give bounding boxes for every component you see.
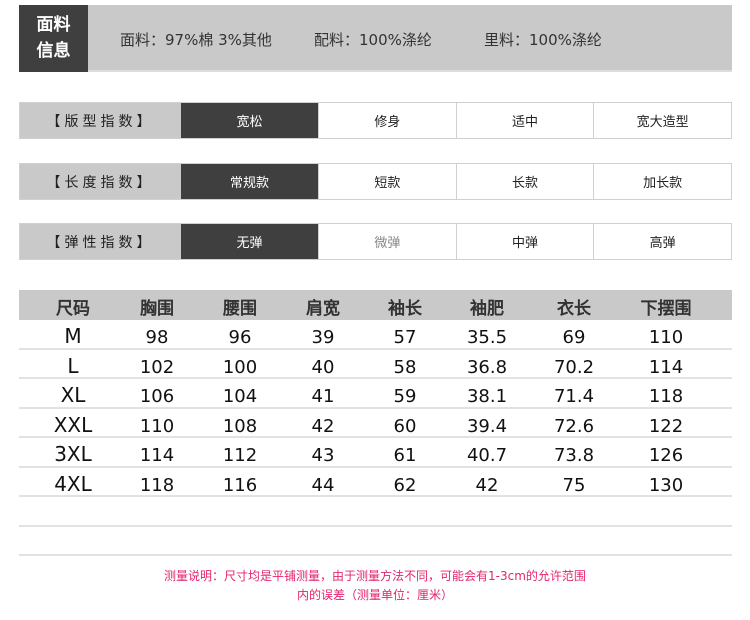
column-header: 胸围 bbox=[140, 299, 174, 319]
table-cell: 122 bbox=[648, 415, 684, 437]
table-cell: 130 bbox=[648, 474, 684, 496]
fabric-main: 面料：97%棉 3%其他 bbox=[120, 31, 272, 49]
table-cell: 73.8 bbox=[553, 445, 595, 466]
index-row: 【弹性指数】 无弹 微弹 中弹 高弹 bbox=[19, 223, 732, 260]
table-cell: 36.8 bbox=[466, 356, 508, 378]
index-row: 【长度指数】 常规款 短款 长款 加长款 bbox=[19, 163, 732, 200]
table-cell: 42 bbox=[311, 415, 335, 437]
table-cell: 70.2 bbox=[553, 356, 595, 378]
fabric-lining: 里料：100%涤纶 bbox=[484, 31, 602, 49]
table-cell: 110 bbox=[139, 415, 175, 437]
measurement-note-line2: 内的误差（测量单位：厘米） bbox=[296, 588, 453, 602]
column-header: 袖长 bbox=[388, 299, 422, 319]
table-cell: 100 bbox=[222, 356, 258, 378]
table-cell: 42 bbox=[475, 474, 499, 496]
index-option: 适中 bbox=[455, 103, 594, 138]
table-cell: 3XL bbox=[54, 442, 92, 466]
table-cell: 41 bbox=[311, 386, 335, 407]
table-row: L 102 100 40 58 36.8 70.2 114 bbox=[19, 350, 732, 379]
column-header: 腰围 bbox=[223, 299, 257, 319]
index-option: 宽大造型 bbox=[593, 103, 732, 138]
column-header: 肩宽 bbox=[306, 299, 340, 319]
table-cell: 44 bbox=[311, 474, 335, 496]
table-cell: 43 bbox=[311, 445, 335, 466]
table-cell: 40.7 bbox=[466, 445, 508, 466]
index-option: 宽松 bbox=[181, 103, 318, 138]
table-cell: 62 bbox=[393, 474, 417, 496]
table-cell: 40 bbox=[311, 356, 335, 378]
index-option: 短款 bbox=[318, 164, 456, 199]
column-header: 下摆围 bbox=[640, 299, 692, 319]
table-cell: M bbox=[64, 324, 82, 348]
table-cell: 118 bbox=[648, 386, 684, 407]
table-cell: 72.6 bbox=[553, 415, 595, 437]
column-header: 尺码 bbox=[56, 299, 90, 319]
index-label: 【版型指数】 bbox=[20, 103, 181, 138]
measurement-note-line1: 测量说明：尺寸均是平铺测量，由于测量方法不同，可能会有1-3cm的允许范围 bbox=[164, 569, 586, 583]
table-row: 3XL 114 112 43 61 40.7 73.8 126 bbox=[19, 438, 732, 468]
table-cell: 112 bbox=[222, 445, 258, 466]
table-cell: L bbox=[67, 353, 79, 378]
table-cell: 58 bbox=[393, 356, 417, 378]
table-cell: 59 bbox=[393, 386, 417, 407]
fabric-accessory: 配料：100%涤纶 bbox=[314, 31, 432, 49]
table-cell: 116 bbox=[222, 474, 258, 496]
table-cell: 102 bbox=[139, 356, 175, 378]
table-row: 4XL 118 116 44 62 42 75 130 bbox=[19, 468, 732, 497]
table-cell: 69 bbox=[562, 327, 586, 348]
column-header: 袖肥 bbox=[470, 299, 504, 319]
empty-row bbox=[19, 527, 732, 556]
index-option: 高弹 bbox=[593, 224, 732, 259]
table-cell: 75 bbox=[562, 474, 586, 496]
table-cell: XXL bbox=[53, 412, 93, 437]
index-row: 【版型指数】 宽松 修身 适中 宽大造型 bbox=[19, 102, 732, 139]
size-table: 尺码 胸围 腰围 肩宽 袖长 袖肥 衣长 下摆围 M 98 96 39 57 35.5 69 110 L 102… bbox=[19, 290, 732, 556]
index-label: 【长度指数】 bbox=[20, 164, 181, 199]
table-cell: 104 bbox=[222, 386, 258, 407]
index-label: 【弹性指数】 bbox=[20, 224, 181, 259]
index-option: 长款 bbox=[455, 164, 594, 199]
table-row: M 98 96 39 57 35.5 69 110 bbox=[19, 320, 732, 350]
table-cell: 61 bbox=[393, 445, 417, 466]
size-table-header: 尺码 胸围 腰围 肩宽 袖长 袖肥 衣长 下摆围 bbox=[19, 290, 732, 320]
index-option: 微弹 bbox=[318, 224, 456, 259]
table-row: XL 106 104 41 59 38.1 71.4 118 bbox=[19, 379, 732, 409]
index-option: 加长款 bbox=[593, 164, 732, 199]
table-cell: 60 bbox=[393, 415, 417, 437]
index-option: 中弹 bbox=[455, 224, 594, 259]
table-row: XXL 110 108 42 60 39.4 72.6 122 bbox=[19, 409, 732, 438]
table-cell: 96 bbox=[228, 327, 252, 348]
table-cell: XL bbox=[60, 383, 86, 407]
table-cell: 108 bbox=[222, 415, 258, 437]
table-cell: 110 bbox=[648, 327, 684, 348]
table-cell: 114 bbox=[648, 356, 684, 378]
table-cell: 35.5 bbox=[466, 327, 508, 348]
table-cell: 39.4 bbox=[466, 415, 508, 437]
column-header: 衣长 bbox=[557, 299, 591, 319]
table-cell: 71.4 bbox=[553, 386, 595, 407]
fabric-info-bar: 面料 信息 面料：97%棉 3%其他 配料：100%涤纶 里料：100%涤纶 bbox=[19, 5, 732, 72]
table-cell: 98 bbox=[145, 327, 169, 348]
table-cell: 118 bbox=[139, 474, 175, 496]
empty-row bbox=[19, 497, 732, 527]
fabric-info-tag: 面料 信息 bbox=[19, 5, 88, 72]
table-cell: 126 bbox=[648, 445, 684, 466]
table-cell: 114 bbox=[139, 445, 175, 466]
table-cell: 57 bbox=[393, 327, 417, 348]
table-cell: 4XL bbox=[54, 471, 92, 496]
index-option: 无弹 bbox=[181, 224, 318, 259]
table-cell: 38.1 bbox=[466, 386, 508, 407]
table-cell: 39 bbox=[311, 327, 335, 348]
table-cell: 106 bbox=[139, 386, 175, 407]
index-option: 常规款 bbox=[181, 164, 318, 199]
index-option: 修身 bbox=[318, 103, 456, 138]
